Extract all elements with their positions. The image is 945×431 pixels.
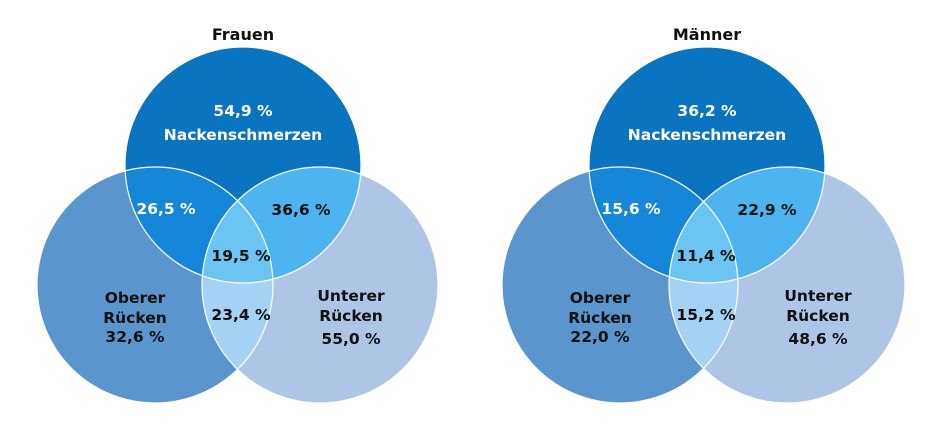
upper-back-label-line2: Rücken	[103, 309, 167, 327]
upper-back-value: 22,0 %	[570, 328, 630, 346]
neck-value: 36,2 %	[677, 102, 737, 120]
upper-back-label-line1: Oberer	[105, 289, 166, 307]
lower-back-value: 55,0 %	[321, 330, 381, 348]
neck-label: Nackenschmerzen	[628, 126, 786, 144]
lower-back-value: 48,6 %	[788, 330, 848, 348]
neck-label: Nackenschmerzen	[164, 126, 322, 144]
panel-title: Frauen	[212, 25, 274, 44]
upper-lower-value: 23,4 %	[211, 306, 271, 324]
neck-lower-value: 22,9 %	[737, 201, 797, 219]
neck-lower-value: 36,6 %	[271, 201, 331, 219]
lower-back-label-line1: Unterer	[784, 287, 852, 305]
neck-upper-overlap	[589, 167, 738, 283]
venn-panel-maenner: Männer 36,2 % Nackenschmerzen 15,6 % 22,…	[501, 25, 906, 404]
upper-back-value: 32,6 %	[105, 328, 165, 346]
upper-lower-value: 15,2 %	[676, 306, 736, 324]
upper-back-label-line1: Oberer	[570, 289, 631, 307]
neck-upper-overlap	[125, 167, 273, 283]
upper-back-label-line2: Rücken	[568, 309, 632, 327]
panel-title: Männer	[673, 25, 741, 44]
lower-back-label-line2: Rücken	[786, 307, 850, 325]
neck-lower-overlap	[202, 167, 361, 283]
neck-lower-overlap	[669, 167, 825, 283]
venn-panel-frauen: Frauen 54,9 % Nackenschmerzen 26,5 % 36,…	[36, 25, 439, 404]
lower-back-label-line2: Rücken	[319, 307, 383, 325]
all-three-value: 19,5 %	[211, 247, 271, 265]
all-three-value: 11,4 %	[676, 247, 736, 265]
neck-upper-value: 26,5 %	[136, 200, 196, 218]
neck-value: 54,9 %	[213, 102, 273, 120]
lower-back-label-line1: Unterer	[317, 287, 385, 305]
circle-outlines	[36, 46, 439, 404]
circle-outlines	[501, 46, 906, 404]
neck-upper-value: 15,6 %	[601, 200, 661, 218]
